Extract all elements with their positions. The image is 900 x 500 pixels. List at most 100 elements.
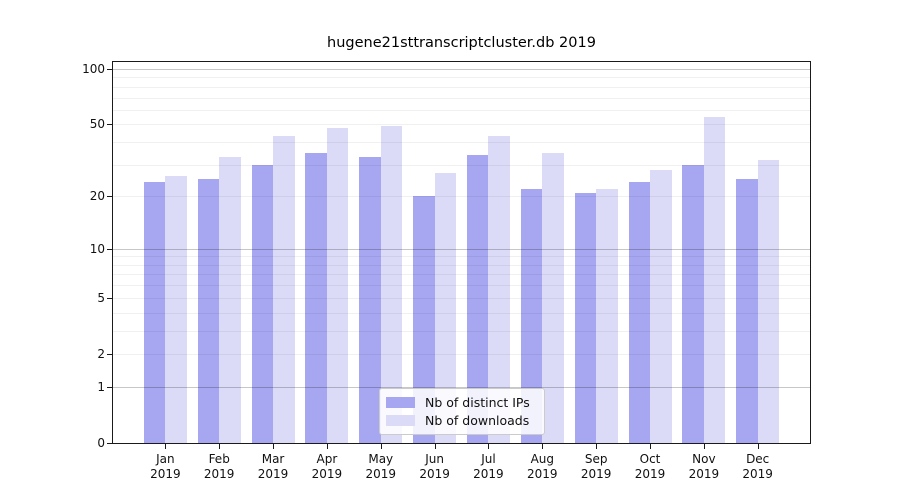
x-label-month-dec: Dec [746,452,770,466]
legend-swatch-distinct-ips [386,396,415,409]
x-label-year-feb: 2019 [203,467,235,481]
x-tick-jul [488,444,490,449]
gridline-60 [113,109,810,111]
x-label-month-jun: Jun [425,452,444,466]
x-label-month-feb: Feb [208,452,230,466]
gridline-4 [113,312,810,314]
y-tick-20 [107,196,112,198]
bar-feb-downloads [219,157,241,443]
bar-oct-downloads [650,170,672,443]
x-tick-label-sep: Sep 2019 [564,452,628,482]
x-label-year-apr: 2019 [311,467,343,481]
x-tick-nov [703,444,705,449]
y-tick-label-0: 0 [97,436,105,450]
bar-jul-downloads [488,136,510,443]
x-tick-label-mar: Mar 2019 [241,452,305,482]
x-label-month-nov: Nov [692,452,716,466]
x-tick-aug [542,444,544,449]
bar-sep-downloads [596,188,618,443]
bar-nov-distinct-ips [682,164,704,443]
gridline-70 [113,97,810,99]
y-tick-2 [107,353,112,355]
bar-dec-distinct-ips [736,178,758,443]
x-label-year-mar: 2019 [257,467,289,481]
x-tick-jan [165,444,167,449]
x-label-month-jul: Jul [481,452,496,466]
x-tick-label-dec: Dec 2019 [726,452,790,482]
legend-label-distinct-ips: Nb of distinct IPs [425,395,530,410]
x-tick-sep [596,444,598,449]
x-label-year-oct: 2019 [634,467,666,481]
x-tick-label-jun: Jun 2019 [403,452,467,482]
x-tick-label-aug: Aug 2019 [510,452,574,482]
x-label-year-jul: 2019 [473,467,504,481]
gridline-6 [113,285,810,287]
x-label-year-jun: 2019 [419,467,450,481]
y-tick-label-20: 20 [89,189,105,204]
bar-apr-distinct-ips [305,152,327,443]
y-tick-50 [107,124,112,126]
gridline-9 [113,256,810,258]
x-tick-feb [219,444,221,449]
bar-mar-downloads [273,136,295,443]
x-label-year-jan: 2019 [150,467,181,481]
x-label-year-dec: 2019 [742,467,773,481]
x-tick-dec [757,444,759,449]
plot-area [112,61,811,444]
x-tick-label-jan: Jan 2019 [133,452,197,482]
bar-jul-distinct-ips [466,154,489,443]
gridline-2 [113,353,810,355]
x-label-year-aug: 2019 [527,467,558,481]
bar-nov-downloads [703,116,726,443]
x-tick-label-feb: Feb 2019 [187,452,251,482]
gridline-80 [113,86,810,88]
bar-apr-downloads [326,127,349,443]
y-tick-10 [107,248,112,250]
gridline-30 [113,164,810,166]
x-tick-label-oct: Oct 2019 [618,452,682,482]
x-tick-mar [273,444,275,449]
legend-entry-distinct-ips: Nb of distinct IPs [386,395,538,410]
x-tick-jun [434,444,436,449]
bar-mar-distinct-ips [251,164,274,443]
y-tick-label-2: 2 [97,346,105,361]
bar-aug-downloads [542,152,564,443]
x-tick-oct [650,444,651,449]
y-tick-label-5: 5 [97,290,105,305]
x-label-month-jan: Jan [156,452,175,466]
legend: Nb of distinct IPs Nb of downloads [379,388,545,435]
gridline-40 [113,142,810,144]
gridline-8 [113,264,810,266]
x-label-year-may: 2019 [365,467,397,481]
legend-entry-downloads: Nb of downloads [386,413,538,428]
y-tick-5 [107,297,112,299]
x-tick-label-nov: Nov 2019 [672,452,736,482]
bar-dec-downloads [757,159,780,443]
x-label-month-aug: Aug [530,452,555,466]
x-label-year-sep: 2019 [580,467,612,481]
bar-may-distinct-ips [359,157,381,443]
chart-title: hugene21sttranscriptcluster.db 2019 [327,35,596,51]
bar-jan-distinct-ips [143,182,166,443]
x-tick-may [380,444,382,449]
bar-aug-distinct-ips [520,188,543,443]
bar-sep-distinct-ips [574,192,597,443]
bar-jun-distinct-ips [413,196,435,443]
y-tick-0 [107,443,112,444]
gridline-3 [113,330,810,332]
bar-jan-downloads [165,175,187,443]
gridline-50 [113,124,810,126]
x-tick-label-may: May 2019 [349,452,413,482]
legend-swatch-downloads [386,414,415,427]
x-tick-label-apr: Apr 2019 [295,452,359,482]
bar-may-downloads [380,125,403,443]
y-tick-label-1: 1 [97,379,105,394]
x-tick-apr [326,444,328,449]
legend-label-downloads: Nb of downloads [425,413,530,428]
y-tick-100 [107,69,112,70]
bar-jun-downloads [434,172,457,443]
x-label-month-may: May [368,452,394,466]
gridline-100 [113,69,810,70]
x-label-month-sep: Sep [584,452,608,466]
